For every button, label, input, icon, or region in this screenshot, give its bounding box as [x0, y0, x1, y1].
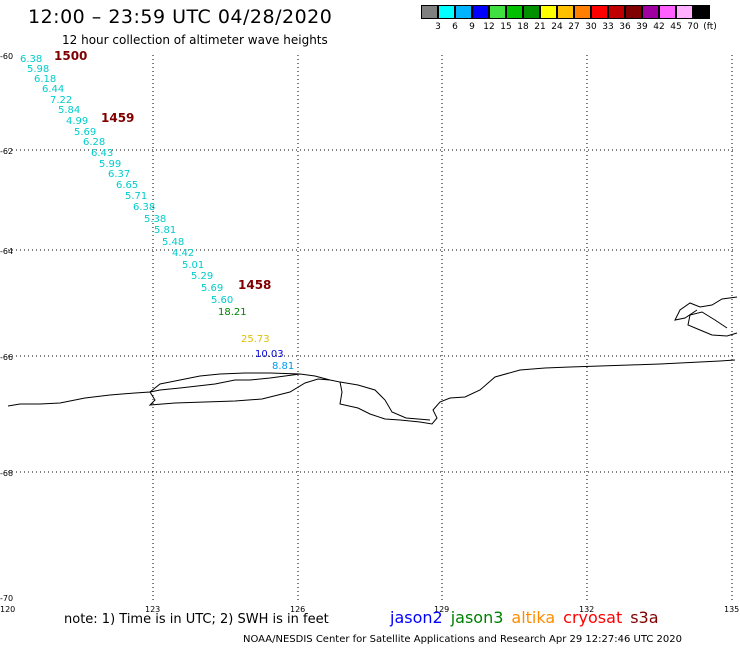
wave-height-label: 18.21 — [218, 307, 247, 318]
legend-swatch — [608, 5, 625, 19]
lon-tick-label: 123 — [145, 605, 160, 614]
wave-height-label: 5.99 — [99, 159, 121, 170]
lat-tick-label: -64 — [0, 247, 13, 256]
legend-label: 42 — [653, 22, 665, 32]
legend-swatch — [540, 5, 557, 19]
wave-height-label: 4.99 — [66, 116, 88, 127]
antarctic-coastline — [7, 296, 738, 425]
legend-swatch — [455, 5, 472, 19]
legend-label: (ft) — [703, 22, 717, 32]
lon-tick-label: 129 — [434, 605, 449, 614]
page-subtitle: 12 hour collection of altimeter wave hei… — [62, 33, 328, 47]
wave-height-label: 6.37 — [108, 169, 130, 180]
time-label: 1458 — [238, 278, 271, 292]
wave-height-label: 5.81 — [154, 225, 176, 236]
lat-tick-label: -62 — [0, 147, 13, 156]
wave-height-label: 6.44 — [42, 84, 64, 95]
satellite-s3a: s3a — [630, 608, 659, 627]
wave-height-label: 6.65 — [116, 180, 138, 191]
wave-height-label: 5.60 — [211, 295, 233, 306]
satellite-jason3: jason3 — [450, 608, 504, 627]
axis-ticks: -60 -62 -64 -66 -68 -70 120 123 126 129 132 135 — [0, 52, 739, 614]
legend-label: 27 — [568, 22, 580, 32]
legend-swatch — [591, 5, 608, 19]
legend-label: 33 — [602, 22, 614, 32]
wave-height-label: 5.84 — [58, 105, 80, 116]
lat-tick-label: -66 — [0, 353, 13, 362]
page-title: 12:00 – 23:59 UTC 04/28/2020 — [28, 6, 333, 28]
lat-tick-label: -70 — [0, 594, 13, 603]
legend-swatch — [625, 5, 642, 19]
time-label: 1500 — [54, 49, 87, 63]
legend-swatch — [438, 5, 455, 19]
legend-swatch — [693, 5, 710, 19]
wave-height-label: 5.69 — [201, 283, 223, 294]
wave-height-label: 6.28 — [83, 137, 105, 148]
legend-swatch — [574, 5, 591, 19]
altimeter-track: 6.385.986.186.447.225.844.995.696.286.43… — [20, 49, 294, 372]
credit-text: NOAA/NESDIS Center for Satellite Applica… — [243, 634, 682, 645]
legend-swatch — [557, 5, 574, 19]
lat-tick-label: -68 — [0, 469, 13, 478]
wave-height-label: 5.38 — [144, 214, 166, 225]
legend-swatch — [489, 5, 506, 19]
legend-label: 18 — [517, 22, 529, 32]
legend-label: 39 — [636, 22, 648, 32]
legend-swatch — [421, 5, 438, 19]
legend-label: 12 — [483, 22, 495, 32]
legend-swatch — [642, 5, 659, 19]
satellite-legend: jason2 jason3 altika cryosat s3a — [390, 608, 667, 627]
legend-label: 3 — [435, 22, 441, 32]
lat-tick-label: -60 — [0, 52, 13, 61]
legend-label: 9 — [469, 22, 475, 32]
wave-height-label: 5.48 — [162, 237, 184, 248]
satellite-altika: altika — [511, 608, 556, 627]
legend-swatch — [472, 5, 489, 19]
legend-label: 24 — [551, 22, 563, 32]
legend-label: 21 — [534, 22, 546, 32]
wave-height-label: 6.43 — [91, 148, 113, 159]
time-label: 1459 — [101, 111, 134, 125]
legend-label: 6 — [452, 22, 458, 32]
wave-height-label: 5.71 — [125, 191, 147, 202]
satellite-cryosat: cryosat — [563, 608, 623, 627]
wave-height-label: 7.22 — [50, 95, 72, 106]
wave-height-label: 5.69 — [74, 127, 96, 138]
legend-swatch — [523, 5, 540, 19]
color-legend — [421, 5, 710, 19]
legend-label: 45 — [670, 22, 682, 32]
wave-height-label: 5.01 — [182, 260, 204, 271]
satellite-jason2: jason2 — [390, 608, 443, 627]
wave-height-label: 6.38 — [20, 54, 42, 65]
wave-height-label: 5.29 — [191, 271, 213, 282]
legend-label: 30 — [585, 22, 597, 32]
wave-height-label: 5.98 — [27, 64, 49, 75]
wave-height-label: 4.42 — [172, 248, 194, 259]
lon-tick-label: 120 — [0, 605, 15, 614]
legend-label: 15 — [500, 22, 512, 32]
graticule — [8, 55, 735, 600]
legend-swatch — [676, 5, 693, 19]
lon-tick-label: 135 — [724, 605, 739, 614]
lon-tick-label: 126 — [290, 605, 305, 614]
legend-label: 70 — [687, 22, 699, 32]
legend-swatch — [506, 5, 523, 19]
note-text: note: 1) Time is in UTC; 2) SWH is in fe… — [64, 612, 329, 627]
wave-height-label: 10.03 — [255, 349, 284, 360]
wave-height-label: 25.73 — [241, 334, 270, 345]
legend-swatch — [659, 5, 676, 19]
wave-height-label: 6.18 — [34, 74, 56, 85]
legend-label: 36 — [619, 22, 631, 32]
wave-height-label: 6.38 — [133, 202, 155, 213]
wave-height-label: 8.81 — [272, 361, 294, 372]
lon-tick-label: 132 — [579, 605, 594, 614]
